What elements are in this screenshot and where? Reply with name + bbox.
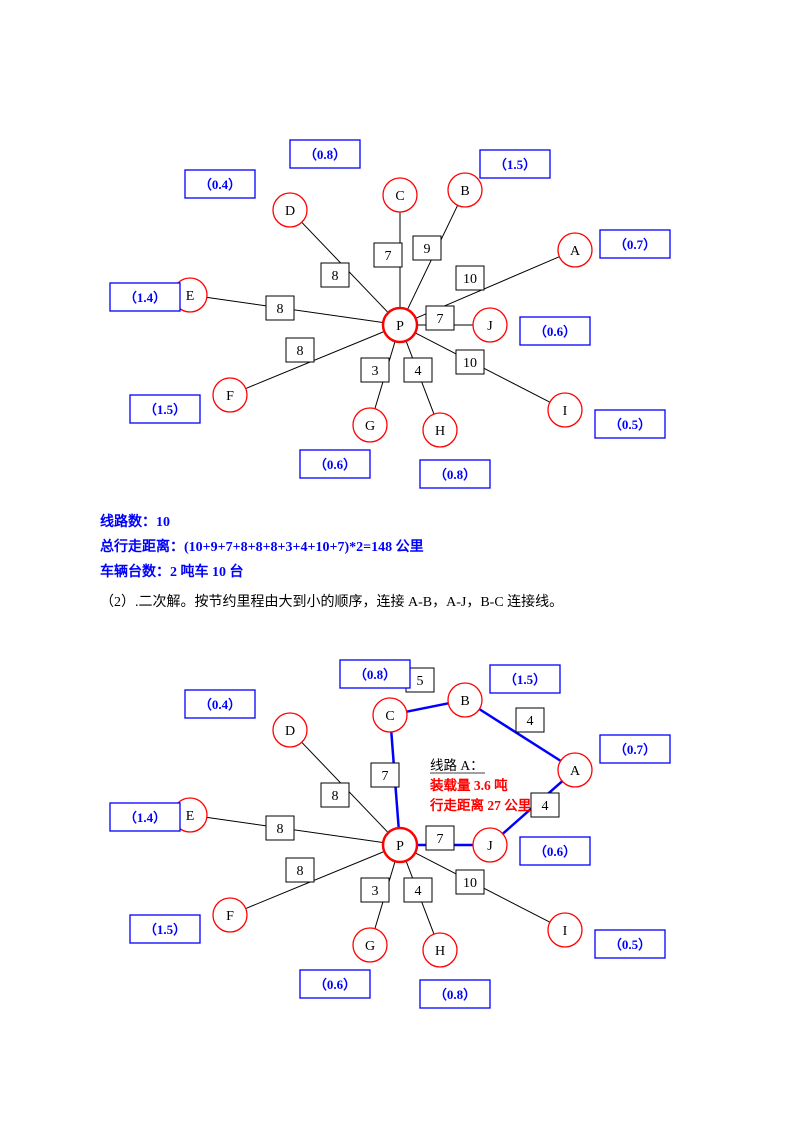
node-label: B: [460, 694, 469, 709]
center-label: P: [396, 319, 404, 334]
route-annotation-load: 装载量 3.6 吨: [429, 777, 508, 793]
demand-label: （0.8）: [354, 667, 396, 682]
distance-label: 7: [437, 832, 444, 847]
demand-label: （1.5）: [504, 672, 546, 687]
node-label: I: [563, 924, 568, 939]
distance-label: 4: [542, 799, 549, 814]
routes-count: 线路数：10: [100, 510, 563, 535]
center-label: P: [396, 839, 404, 854]
distance-label: 8: [297, 864, 304, 879]
step2-text: （2）.二次解。按节约里程由大到小的顺序，连接 A-B，A-J，B-C 连接线。: [100, 590, 563, 615]
demand-label: （1.5）: [494, 157, 536, 172]
distance-label: 8: [332, 789, 339, 804]
demand-label: （0.8）: [304, 147, 346, 162]
node-label: D: [285, 204, 295, 219]
route-annotation-title: 线路 A：: [430, 758, 484, 773]
demand-label: （0.4）: [199, 697, 241, 712]
edge: [207, 817, 383, 842]
demand-label: （0.6）: [534, 844, 576, 859]
edge: [207, 297, 383, 322]
route-annotation-dist: 行走距离 27 公里: [429, 797, 532, 813]
demand-label: （0.6）: [314, 977, 356, 992]
demand-label: （1.5）: [144, 402, 186, 417]
node-label: F: [226, 389, 234, 404]
node-label: H: [435, 944, 445, 959]
distance-label: 8: [277, 822, 284, 837]
summary-1: 线路数：10 总行走距离：(10+9+7+8+8+8+3+4+10+7)*2=1…: [100, 510, 563, 615]
node-label: E: [186, 289, 195, 304]
distance-label: 10: [463, 272, 477, 287]
node-label: I: [563, 404, 568, 419]
distance-label: 4: [415, 364, 422, 379]
node-label: B: [460, 184, 469, 199]
route-edge: [407, 703, 449, 711]
node-label: C: [385, 709, 394, 724]
vehicle-count: 车辆台数：2 吨车 10 台: [100, 560, 563, 585]
node-label: F: [226, 909, 234, 924]
demand-label: （0.5）: [609, 937, 651, 952]
demand-label: （0.8）: [434, 467, 476, 482]
node-label: J: [487, 839, 493, 854]
distance-label: 7: [382, 769, 389, 784]
demand-label: （0.5）: [609, 417, 651, 432]
demand-label: （1.5）: [144, 922, 186, 937]
distance-label: 4: [415, 884, 422, 899]
demand-label: （1.4）: [124, 810, 166, 825]
demand-label: （0.6）: [314, 457, 356, 472]
total-distance: 总行走距离：(10+9+7+8+8+8+3+4+10+7)*2=148 公里: [100, 535, 563, 560]
distance-label: 5: [417, 674, 424, 689]
demand-label: （0.7）: [614, 237, 656, 252]
node-label: H: [435, 424, 445, 439]
demand-label: （0.6）: [534, 324, 576, 339]
distance-label: 7: [385, 249, 392, 264]
node-label: J: [487, 319, 493, 334]
node-label: G: [365, 419, 375, 434]
distance-label: 8: [277, 302, 284, 317]
node-label: G: [365, 939, 375, 954]
distance-label: 8: [297, 344, 304, 359]
distance-label: 9: [424, 242, 431, 257]
distance-label: 4: [527, 714, 534, 729]
demand-label: （0.8）: [434, 987, 476, 1002]
distance-label: 7: [437, 312, 444, 327]
distance-label: 3: [372, 884, 379, 899]
distance-label: 10: [463, 876, 477, 891]
distance-label: 10: [463, 356, 477, 371]
node-label: A: [570, 764, 581, 779]
distance-label: 3: [372, 364, 379, 379]
node-label: C: [395, 189, 404, 204]
demand-label: （0.7）: [614, 742, 656, 757]
distance-label: 8: [332, 269, 339, 284]
demand-label: （1.4）: [124, 290, 166, 305]
node-label: D: [285, 724, 295, 739]
node-label: E: [186, 809, 195, 824]
node-label: A: [570, 244, 581, 259]
demand-label: （0.4）: [199, 177, 241, 192]
